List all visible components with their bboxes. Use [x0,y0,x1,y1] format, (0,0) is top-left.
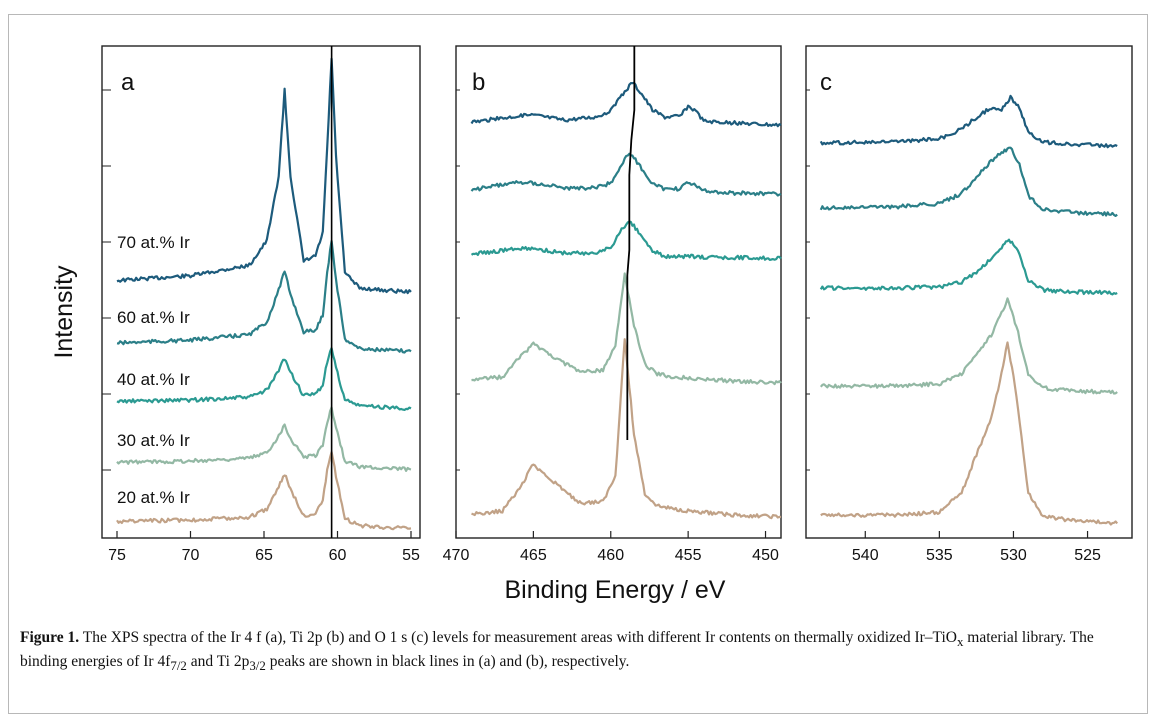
series-line-c-30 [819,297,1118,395]
panel-b-letter: b [472,69,485,96]
series-label-20: 20 at.% Ir [117,488,190,507]
caption-text-4: peaks are shown in black lines in (a) an… [265,653,630,671]
x-tick-label-a-70: 70 [182,547,200,564]
series-line-c-40 [819,238,1118,296]
panel-a-letter: a [121,69,135,96]
x-tick-label-a-60: 60 [329,547,347,564]
series-line-c-70 [819,94,1118,149]
x-tick-label-c-530: 530 [1000,547,1027,564]
series-line-b-20 [471,338,782,520]
x-axis-title: Binding Energy / eV [505,576,726,604]
x-tick-label-b-455: 455 [675,547,702,564]
series-label-30: 30 at.% Ir [117,431,190,450]
series-line-b-40 [470,220,782,261]
x-tick-label-a-55: 55 [402,547,420,564]
x-tick-label-a-75: 75 [108,547,126,564]
series-line-b-70 [470,81,782,128]
series-line-b-30 [471,272,782,386]
caption-label: Figure 1. [20,629,80,646]
caption-sub-32: 3/2 [249,658,266,674]
series-line-a-70 [116,57,412,295]
x-tick-label-c-535: 535 [926,547,953,564]
series-line-a-60 [116,239,412,354]
x-tick-label-c-525: 525 [1074,547,1101,564]
series-line-c-60 [819,146,1118,217]
figure-caption: Figure 1. The XPS spectra of the Ir 4 f … [20,628,1140,676]
figure-frame [8,14,1148,714]
caption-text-3: and Ti 2p [186,653,250,671]
x-tick-label-b-460: 460 [597,547,624,564]
x-tick-label-b-470: 470 [443,547,470,564]
series-line-c-20 [820,341,1119,526]
series-line-a-40 [116,347,412,411]
y-axis-title: Intensity [50,265,78,359]
panel-c-frame [805,45,1133,539]
x-tick-label-b-465: 465 [520,547,547,564]
caption-text-1: The XPS spectra of the Ir 4 f (a), Ti 2p… [79,629,957,646]
series-label-40: 40 at.% Ir [117,370,190,389]
caption-sub-72: 7/2 [170,658,187,674]
panel-a-frame [101,45,421,539]
series-line-b-60 [470,152,782,197]
panel-b-frame [455,45,782,539]
x-tick-label-c-540: 540 [852,547,879,564]
caption-sub-x: x [956,634,964,650]
caption-text-2: material library. The binding energies o… [20,629,1094,671]
series-label-70: 70 at.% Ir [117,233,190,252]
x-tick-label-b-450: 450 [752,547,779,564]
reference-line-b [626,46,636,440]
series-label-60: 60 at.% Ir [117,308,190,327]
series-line-a-20 [116,451,412,531]
series-line-a-30 [116,406,412,472]
panel-c-letter: c [820,69,832,96]
x-tick-label-a-65: 65 [255,547,273,564]
